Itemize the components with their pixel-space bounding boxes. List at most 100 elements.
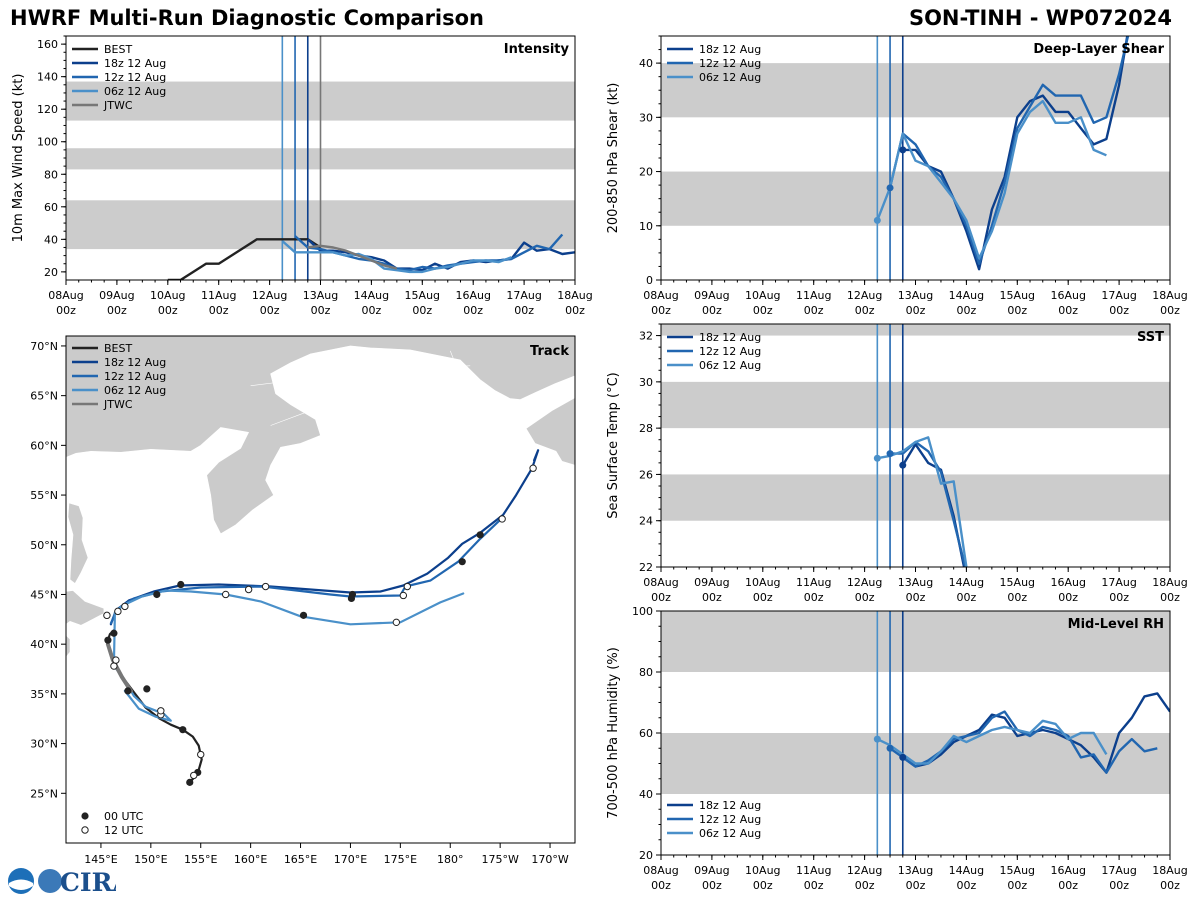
y-tick-label: 20	[44, 266, 58, 279]
y-tick-label: 22	[639, 561, 653, 574]
x-tick-label: 00z	[1058, 591, 1078, 604]
x-tick-label: 08Aug	[643, 289, 678, 302]
x-tick-label: 16Aug	[1050, 576, 1085, 589]
y-tick-label: 60	[44, 201, 58, 214]
point-12utc	[103, 611, 111, 620]
y-tick-label: 20	[639, 166, 653, 179]
point-12utc	[529, 464, 537, 472]
y-tick-label: 60	[639, 727, 653, 740]
x-tick-label: 09Aug	[694, 864, 729, 877]
threshold-band	[661, 381, 1170, 429]
x-tick-label: 13Aug	[303, 289, 338, 302]
init-marker	[899, 461, 907, 469]
x-tick-label: 00z	[1007, 591, 1027, 604]
x-tick-label: 08Aug	[643, 576, 678, 589]
y-tick-label: 100	[37, 136, 58, 149]
x-tick-label: 00z	[1160, 879, 1180, 892]
y-tick-label: 60°N	[30, 439, 58, 452]
main-title: HWRF Multi-Run Diagnostic Comparison	[10, 6, 485, 30]
x-tick-label: 00z	[463, 304, 483, 317]
x-tick-label: 18Aug	[557, 289, 592, 302]
x-tick-label: 00z	[412, 304, 432, 317]
x-tick-label: 170°E	[334, 853, 367, 866]
x-tick-label: 00z	[1058, 879, 1078, 892]
noaa-cira-logo: CIRA	[8, 868, 116, 896]
legend-marker-00utc	[81, 812, 89, 820]
series-line-18z-12-aug	[902, 36, 1129, 271]
point-12utc	[244, 585, 253, 594]
land-alaska	[525, 336, 575, 466]
x-tick-label: 00z	[651, 304, 671, 317]
y-tick-label: 32	[639, 330, 653, 343]
x-tick-label: 00z	[753, 591, 773, 604]
track-line-jtwc	[105, 642, 133, 693]
y-tick-label: 26	[639, 468, 653, 481]
x-tick-label: 14Aug	[949, 289, 984, 302]
point-12utc	[110, 662, 118, 670]
logo-text: CIRA	[60, 868, 116, 896]
x-tick-label: 00z	[855, 304, 875, 317]
threshold-band	[661, 611, 1170, 672]
x-tick-label: 00z	[260, 304, 280, 317]
x-tick-label: 00z	[1109, 304, 1129, 317]
x-tick-label: 170°W	[531, 853, 568, 866]
point-12utc	[197, 750, 205, 759]
x-tick-label: 15Aug	[405, 289, 440, 302]
legend-label: 06z 12 Aug	[699, 71, 761, 84]
panel-rh: 20 40 60 80 100 08Aug 00z 09Aug 00z 10Aug 00z 11Aug…	[606, 605, 1188, 892]
legend-label: 18z 12 Aug	[104, 356, 166, 369]
init-marker	[873, 454, 881, 462]
track-line-06z-12-aug	[112, 589, 465, 722]
x-tick-label: 12Aug	[847, 864, 882, 877]
x-tick-label: 18Aug	[1152, 576, 1187, 589]
land-siberia	[66, 336, 575, 535]
point-00utc	[110, 629, 118, 637]
legend-label: BEST	[104, 342, 132, 355]
x-tick-label: 00z	[804, 591, 824, 604]
panel-intensity: 20 40 60 80 100 120 140 160 08Aug 00z 09Aug 00z 10Au…	[11, 35, 593, 317]
y-axis-label: Sea Surface Temp (°C)	[606, 372, 621, 519]
legend-label: 12z 12 Aug	[699, 57, 761, 70]
y-tick-label: 0	[646, 274, 653, 287]
y-tick-label: 28	[639, 422, 653, 435]
x-tick-label: 12Aug	[847, 289, 882, 302]
legend-label: 06z 12 Aug	[699, 359, 761, 372]
x-tick-label: 00z	[957, 879, 977, 892]
x-tick-label: 165°E	[284, 853, 317, 866]
point-12utc	[392, 618, 401, 627]
x-tick-label: 00z	[855, 879, 875, 892]
x-tick-label: 00z	[158, 304, 178, 317]
x-tick-label: 09Aug	[694, 576, 729, 589]
point-00utc	[124, 687, 132, 695]
x-tick-label: 180°	[437, 853, 464, 866]
x-tick-label: 150°E	[134, 853, 167, 866]
x-tick-label: 00z	[565, 304, 585, 317]
point-00utc	[458, 558, 466, 566]
x-tick-label: 10Aug	[745, 289, 780, 302]
threshold-band	[661, 171, 1170, 226]
land-honshu	[66, 634, 71, 658]
y-axis-label: 200-850 hPa Shear (kt)	[606, 83, 621, 234]
legend-label: 18z 12 Aug	[699, 799, 761, 812]
legend-label: 12z 12 Aug	[699, 345, 761, 358]
init-marker	[886, 184, 894, 192]
point-12utc	[121, 602, 129, 611]
x-tick-label: 00z	[1007, 879, 1027, 892]
x-tick-label: 00z	[855, 591, 875, 604]
track-line-12z-12-aug	[109, 518, 502, 625]
x-tick-label: 00z	[1007, 304, 1027, 317]
legend-label: 00 UTC	[104, 810, 144, 823]
x-tick-label: 17Aug	[1101, 576, 1136, 589]
panel-title: Deep-Layer Shear	[1033, 42, 1164, 57]
dateline-border	[449, 350, 461, 396]
x-tick-label: 160°E	[234, 853, 267, 866]
series-line-best	[167, 238, 322, 280]
point-00utc	[153, 590, 161, 599]
x-tick-label: 00z	[651, 879, 671, 892]
legend-label: 12z 12 Aug	[699, 813, 761, 826]
x-tick-label: 00z	[1160, 304, 1180, 317]
y-tick-label: 40	[44, 233, 58, 246]
land-hokkaido	[66, 590, 105, 626]
x-tick-label: 13Aug	[898, 864, 933, 877]
